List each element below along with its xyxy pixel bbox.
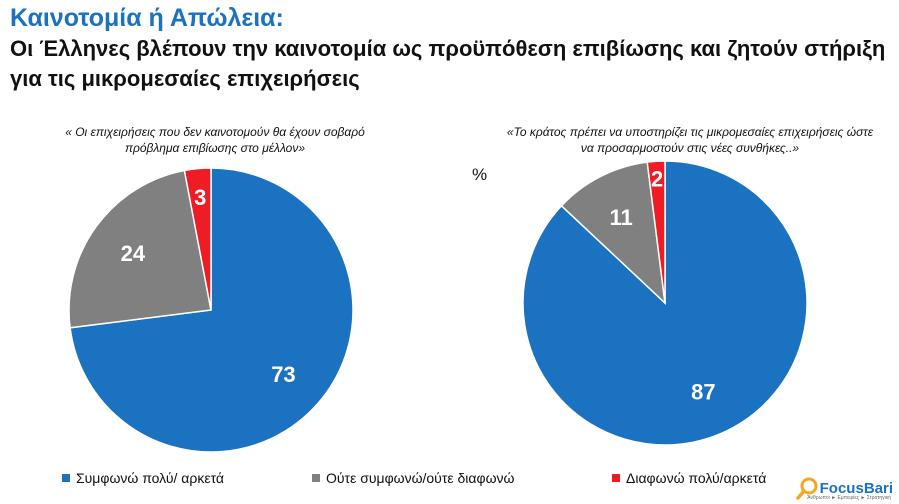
pie-2-slice-neutral <box>560 161 667 305</box>
pie-1-label-neutral: 24 <box>121 241 146 266</box>
pie-1-title: « Οι επιχειρήσεις που δεν καινοτομούν θα… <box>65 125 365 155</box>
pie-2-label-disagree: 2 <box>651 166 663 191</box>
page-subtitle: Οι Έλληνες βλέπουν την καινοτομία ως προ… <box>10 36 886 91</box>
legend-item-neutral: Ούτε συμφωνώ/ούτε διαφωνώ <box>312 470 514 486</box>
legend: Συμφωνώ πολύ/ αρκετά Ούτε συμφωνώ/ούτε δ… <box>0 470 899 492</box>
legend-label-disagree: Διαφωνώ πολύ/αρκετά <box>626 470 767 486</box>
legend-item-disagree: Διαφωνώ πολύ/αρκετά <box>612 470 766 486</box>
logo-tagline: Άνθρωποι ► Εμπειρίες ► Στρατηγική <box>807 495 891 501</box>
legend-swatch-agree <box>62 474 70 482</box>
pie-2-slice-agree <box>522 160 808 446</box>
legend-swatch-disagree <box>612 474 620 482</box>
unit-label: % <box>472 165 488 184</box>
legend-label-agree: Συμφωνώ πολύ/ αρκετά <box>76 470 225 486</box>
page-title: Καινοτομία ή Απώλεια: <box>10 4 284 32</box>
pie-2-label-neutral: 11 <box>610 205 633 230</box>
pie-1-slice-disagree <box>183 167 212 311</box>
pie-chart-1: 73 24 3 <box>68 167 354 453</box>
pie-1-label-disagree: 3 <box>194 185 206 210</box>
logo-name: FocusBari <box>819 479 893 497</box>
pie-1-slice-neutral <box>68 169 212 329</box>
pie-2-label-agree: 87 <box>691 380 715 405</box>
legend-swatch-neutral <box>312 474 320 482</box>
legend-item-agree: Συμφωνώ πολύ/ αρκετά <box>62 470 224 486</box>
focusbari-logo: FocusBari Άνθρωποι ► Εμπειρίες ► Στρατηγ… <box>795 476 893 501</box>
pie-2-title: «Το κράτος πρέπει να υποστηρίζει τις μικ… <box>506 125 874 155</box>
pie-2-slice-disagree <box>646 160 666 304</box>
pie-1-label-agree: 73 <box>271 362 295 387</box>
pie-chart-2: 87 11 2 <box>522 160 808 446</box>
legend-label-neutral: Ούτε συμφωνώ/ούτε διαφωνώ <box>326 470 515 486</box>
magnifier-icon <box>795 477 818 500</box>
